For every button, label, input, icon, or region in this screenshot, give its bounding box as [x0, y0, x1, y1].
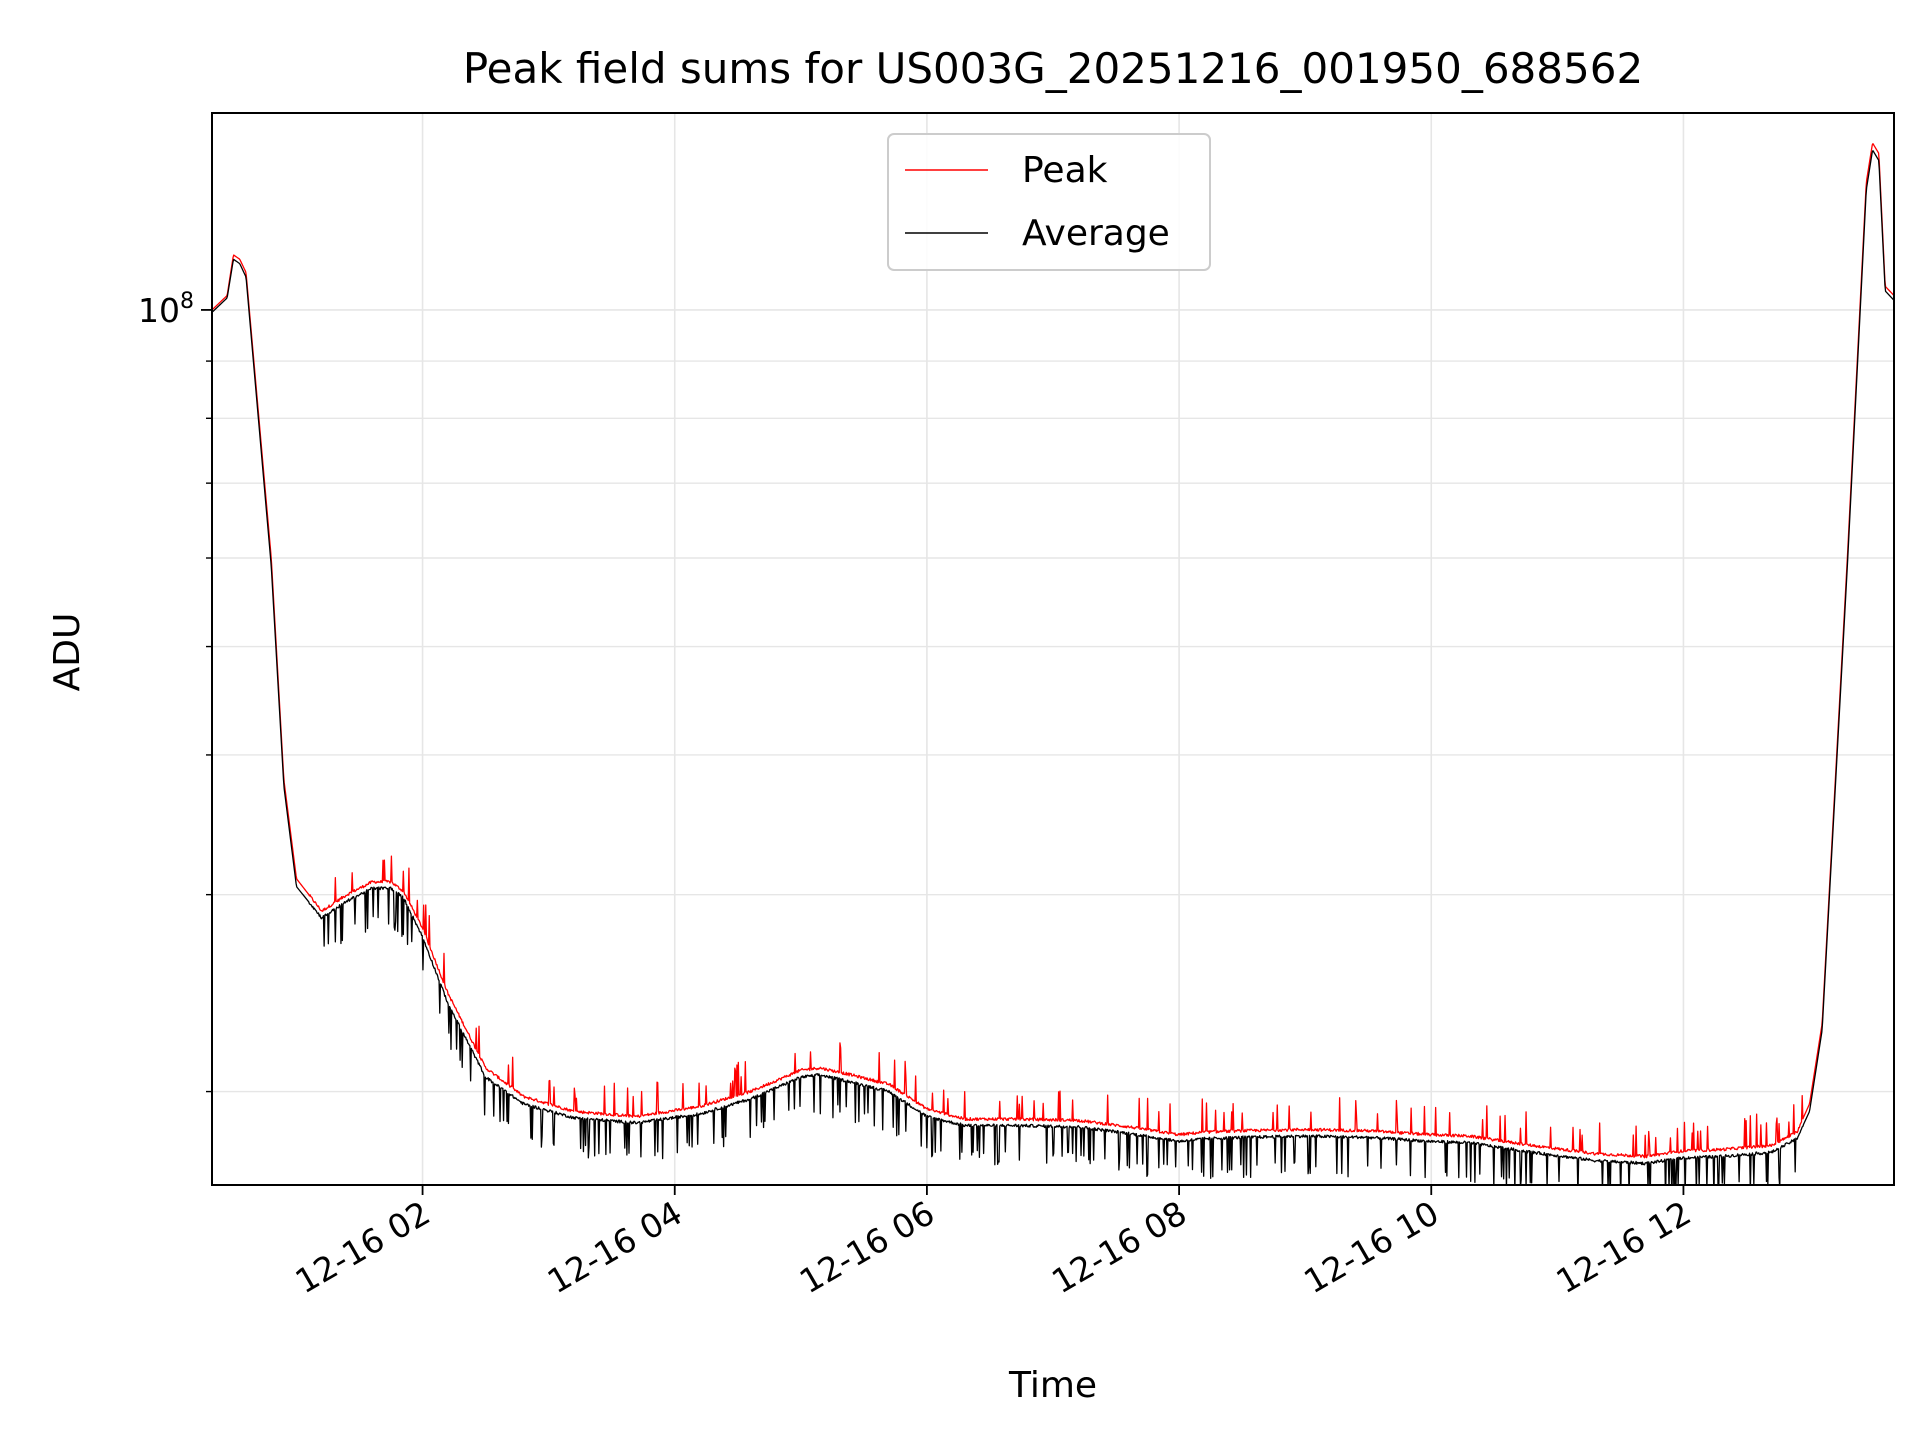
legend: Peak Average [887, 133, 1211, 271]
series-line-peak [212, 143, 1894, 1159]
grid [212, 113, 1894, 1185]
x-axis-label: Time [1008, 1365, 1097, 1406]
plot-frame [211, 112, 1895, 1186]
chart-title: Peak field sums for US003G_20251216_0019… [463, 44, 1643, 93]
legend-label-peak: Peak [1022, 150, 1108, 191]
y-axis-label: ADU [47, 613, 88, 692]
legend-box [887, 133, 1211, 271]
y-tick-label: 108 [138, 289, 194, 330]
series-layer [212, 143, 1894, 1185]
series-line-average [212, 150, 1894, 1185]
legend-label-average: Average [1022, 213, 1170, 254]
